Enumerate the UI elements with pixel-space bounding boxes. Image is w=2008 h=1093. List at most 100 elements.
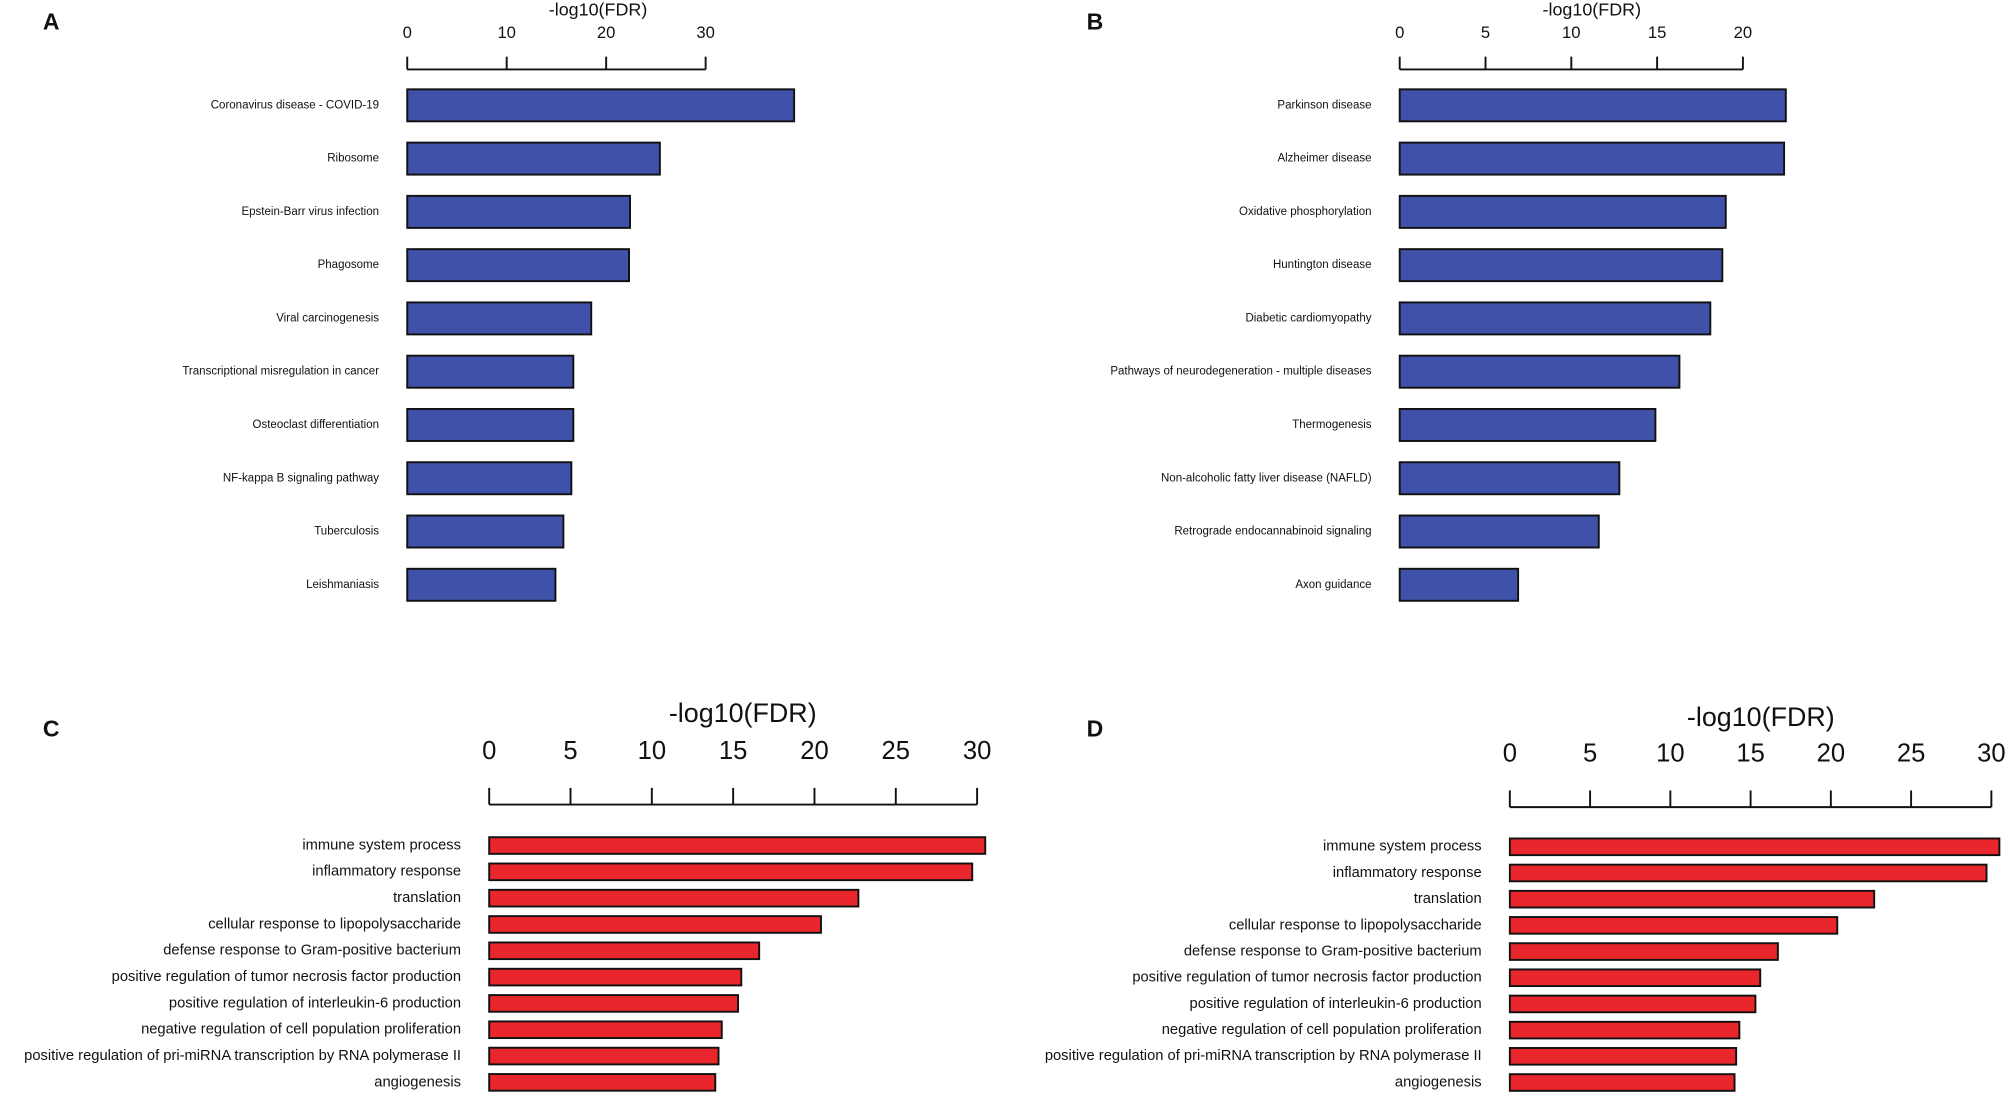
y-tick-label: cellular response to lipopolysaccharide [1229, 917, 1482, 933]
bar [1508, 1073, 1736, 1092]
x-tick-label: 0 [482, 737, 496, 765]
x-tick-label: 20 [1734, 23, 1753, 42]
bar [1398, 408, 1657, 442]
y-tick-label: negative regulation of cell population p… [1162, 1022, 1482, 1038]
axis-title: -log10(FDR) [1687, 702, 1835, 732]
x-tick-label: 25 [882, 737, 911, 765]
bar [488, 836, 987, 855]
x-tick-label: 20 [1817, 739, 1846, 767]
bar [1508, 889, 1876, 909]
bar [1508, 837, 2001, 857]
x-tick-label: 30 [963, 737, 992, 765]
bar [1508, 1020, 1741, 1040]
bar [1398, 461, 1621, 496]
y-tick-label: Thermogenesis [1292, 419, 1372, 431]
y-tick-label: positive regulation of pri-miRNA transcr… [24, 1048, 461, 1064]
y-tick-label: positive regulation of pri-miRNA transcr… [1045, 1048, 1482, 1064]
y-tick-label: defense response to Gram-positive bacter… [1184, 943, 1482, 959]
x-tick-label: 5 [563, 737, 577, 765]
y-tick-label: angiogenesis [374, 1074, 461, 1090]
bar [488, 1073, 717, 1092]
x-tick-label: 10 [497, 23, 516, 42]
panel-label: A [43, 8, 60, 34]
bar [406, 141, 661, 176]
x-tick-label: 0 [1503, 739, 1517, 767]
y-tick-label: Parkinson disease [1277, 99, 1371, 111]
y-tick-label: defense response to Gram-positive bacter… [163, 943, 461, 959]
y-tick-label: positive regulation of tumor necrosis fa… [112, 969, 461, 985]
y-tick-label: Retrograde endocannabinoid signaling [1174, 526, 1371, 538]
bar [488, 888, 860, 908]
bar [406, 354, 575, 389]
bar [1508, 1047, 1738, 1066]
x-tick-label: 30 [696, 23, 715, 42]
x-tick-label: 10 [638, 737, 667, 765]
bar [1508, 968, 1762, 988]
axis-title: -log10(FDR) [1543, 0, 1642, 19]
x-tick-label: 5 [1481, 23, 1490, 42]
bar [1398, 567, 1520, 602]
bar [488, 1046, 720, 1066]
y-tick-label: Epstein-Barr virus infection [241, 206, 379, 218]
y-tick-label: translation [393, 890, 461, 906]
bar [488, 994, 739, 1013]
bar [1398, 141, 1786, 176]
bar [1508, 916, 1839, 935]
bar [406, 408, 575, 442]
y-tick-label: positive regulation of tumor necrosis fa… [1132, 970, 1481, 986]
x-tick-label: 15 [719, 737, 748, 765]
bar [488, 1020, 723, 1040]
y-tick-label: Ribosome [327, 153, 379, 165]
y-tick-label: negative regulation of cell population p… [141, 1022, 461, 1038]
bar [1398, 88, 1787, 123]
panel-label: B [1087, 8, 1104, 34]
y-tick-label: Alzheimer disease [1277, 153, 1371, 165]
bar [1398, 248, 1724, 283]
bar [488, 967, 743, 987]
y-tick-label: angiogenesis [1395, 1074, 1482, 1090]
bar [406, 461, 573, 496]
y-tick-label: Axon guidance [1295, 579, 1371, 591]
bar [1398, 514, 1600, 549]
y-tick-label: Huntington disease [1273, 259, 1372, 271]
bar [406, 88, 796, 123]
y-tick-label: inflammatory response [312, 864, 461, 880]
panel-label: C [43, 715, 60, 741]
axis-title: -log10(FDR) [669, 698, 817, 728]
bar [1398, 194, 1727, 229]
bar [406, 248, 630, 283]
x-tick-label: 5 [1583, 739, 1597, 767]
bar [488, 941, 761, 961]
x-tick-label: 0 [403, 23, 412, 42]
y-tick-label: Viral carcinogenesis [276, 312, 379, 324]
y-tick-label: Diabetic cardiomyopathy [1245, 312, 1371, 324]
bar [406, 514, 565, 549]
x-tick-label: 15 [1648, 23, 1667, 42]
y-tick-label: Phagosome [318, 259, 379, 271]
y-tick-label: Leishmaniasis [306, 579, 379, 591]
y-tick-label: Coronavirus disease - COVID-19 [211, 99, 379, 111]
bar [406, 301, 593, 336]
y-tick-label: immune system process [302, 837, 461, 853]
y-tick-label: Non-alcoholic fatty liver disease (NAFLD… [1161, 472, 1372, 484]
y-tick-label: Tuberculosis [314, 526, 379, 538]
bar [1398, 354, 1681, 389]
bar [1508, 942, 1779, 961]
bar [1508, 863, 1988, 883]
y-tick-label: Transcriptional misregulation in cancer [182, 366, 379, 378]
y-tick-label: cellular response to lipopolysaccharide [208, 916, 461, 932]
y-tick-label: inflammatory response [1333, 865, 1482, 881]
y-tick-label: Osteoclast differentiation [253, 419, 380, 431]
bar [488, 862, 974, 882]
x-tick-label: 0 [1395, 23, 1404, 42]
x-tick-label: 10 [1656, 739, 1685, 767]
bar [488, 915, 822, 934]
bar [1508, 994, 1757, 1014]
x-tick-label: 15 [1736, 739, 1765, 767]
bar [406, 194, 631, 229]
y-tick-label: translation [1414, 891, 1482, 907]
y-tick-label: positive regulation of interleukin-6 pro… [169, 995, 461, 1011]
x-tick-label: 25 [1897, 739, 1926, 767]
x-tick-label: 20 [800, 737, 829, 765]
